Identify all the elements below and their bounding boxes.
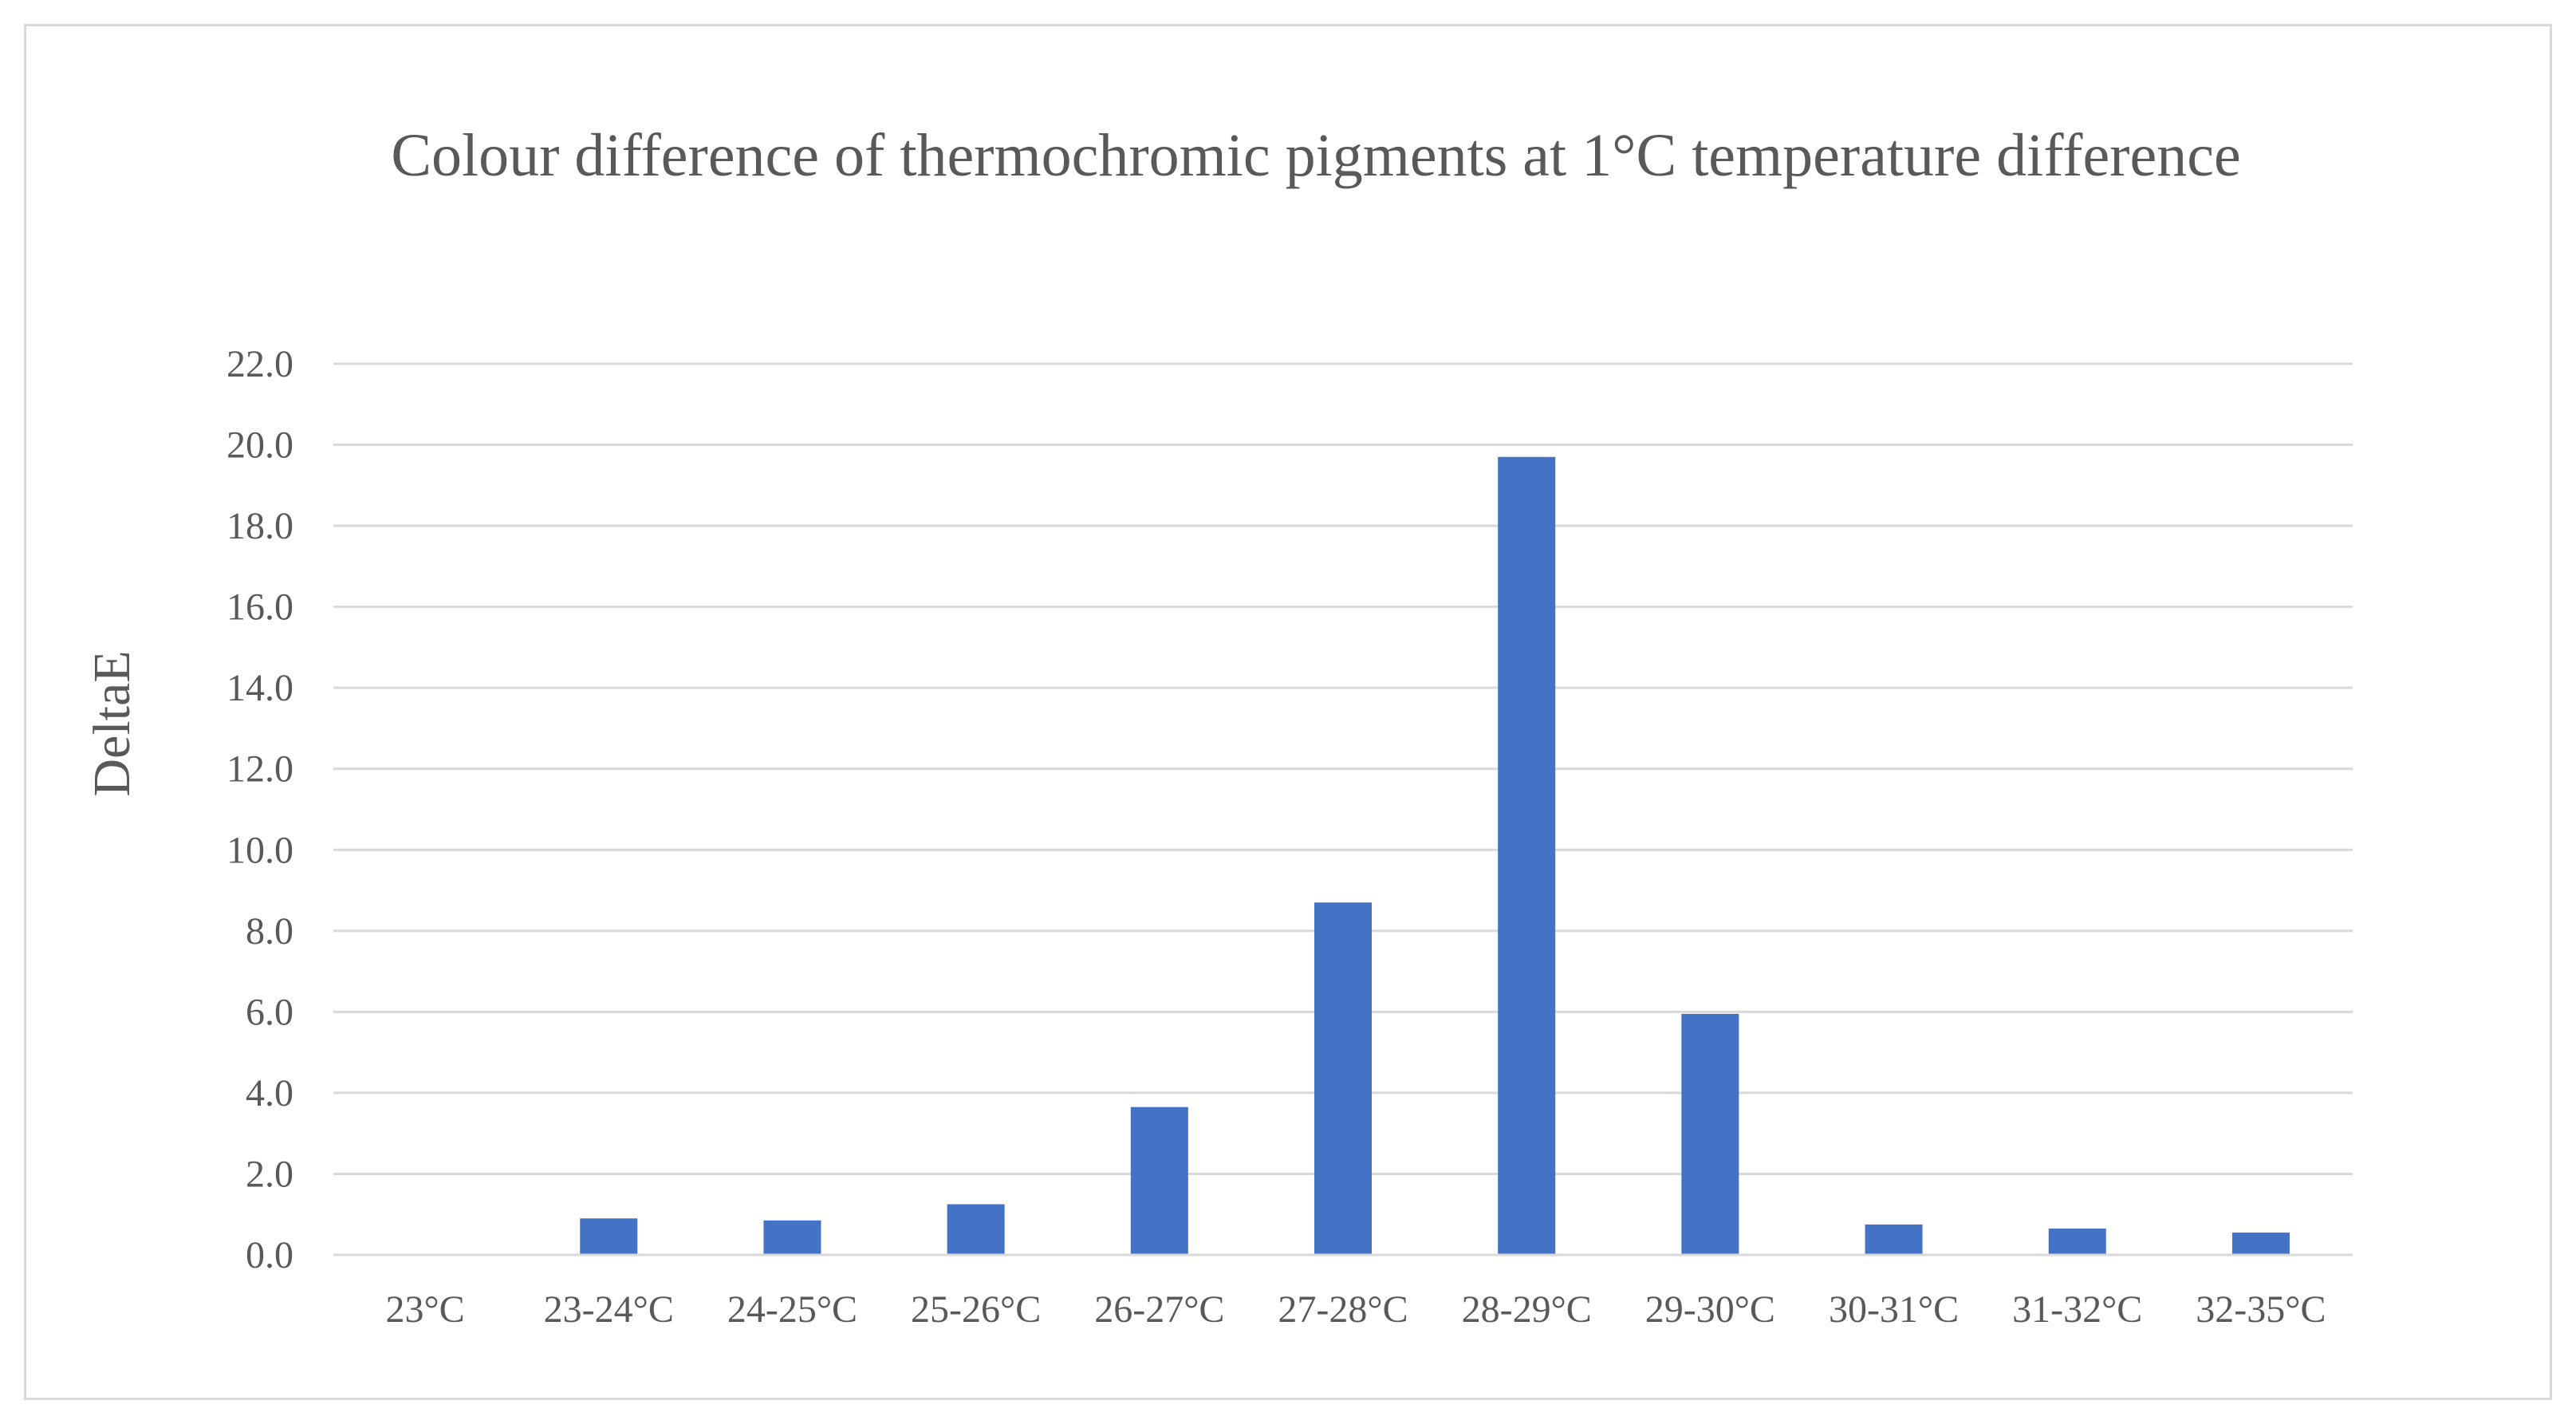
bar bbox=[1681, 1013, 1739, 1255]
bar bbox=[1865, 1224, 1923, 1255]
x-tick-label: 31-32°C bbox=[2012, 1288, 2142, 1331]
gridlines bbox=[333, 362, 2353, 1175]
y-tick-label: 18.0 bbox=[226, 505, 293, 547]
bar bbox=[947, 1204, 1005, 1255]
x-tick-label: 26-27°C bbox=[1094, 1288, 1224, 1331]
y-tick-label: 22.0 bbox=[226, 343, 293, 385]
x-tick-label: 30-31°C bbox=[1829, 1288, 1959, 1331]
y-tick-label: 0.0 bbox=[246, 1234, 293, 1276]
y-tick-label: 14.0 bbox=[226, 667, 293, 709]
y-axis-title: DeltaE bbox=[83, 650, 141, 796]
bar bbox=[1314, 902, 1372, 1255]
chart-title: Colour difference of thermochromic pigme… bbox=[391, 122, 2240, 189]
x-tick-label: 25-26°C bbox=[911, 1288, 1041, 1331]
y-tick-label: 10.0 bbox=[226, 829, 293, 871]
x-tick-label: 27-28°C bbox=[1278, 1288, 1408, 1331]
chart-frame bbox=[24, 24, 2552, 1400]
bar bbox=[763, 1220, 821, 1255]
y-tick-label: 16.0 bbox=[226, 586, 293, 629]
x-tick-label: 23°C bbox=[385, 1288, 464, 1331]
y-axis-ticks: 0.0 2.0 4.0 6.0 8.0 10.0 12.0 14.0 16.0 18.0 20.0 2… bbox=[226, 343, 293, 1276]
y-tick-label: 2.0 bbox=[246, 1153, 293, 1195]
bar bbox=[580, 1218, 638, 1255]
y-tick-label: 12.0 bbox=[226, 748, 293, 791]
y-tick-label: 4.0 bbox=[246, 1072, 293, 1114]
bar bbox=[2048, 1228, 2106, 1255]
x-tick-label: 24-25°C bbox=[727, 1288, 857, 1331]
bar bbox=[2231, 1233, 2290, 1255]
bar bbox=[1130, 1106, 1188, 1255]
x-tick-label: 32-35°C bbox=[2196, 1288, 2326, 1331]
bars bbox=[580, 456, 2290, 1255]
x-tick-label: 28-29°C bbox=[1462, 1288, 1592, 1331]
y-tick-label: 20.0 bbox=[226, 424, 293, 467]
x-axis-ticks: 23°C 23-24°C 24-25°C 25-26°C 26-27°C 27-28°C 2… bbox=[385, 1288, 2326, 1331]
x-tick-label: 23-24°C bbox=[544, 1288, 674, 1331]
bar bbox=[1498, 456, 1556, 1255]
y-tick-label: 8.0 bbox=[246, 910, 293, 953]
y-tick-label: 6.0 bbox=[246, 991, 293, 1033]
x-tick-label: 29-30°C bbox=[1645, 1288, 1775, 1331]
